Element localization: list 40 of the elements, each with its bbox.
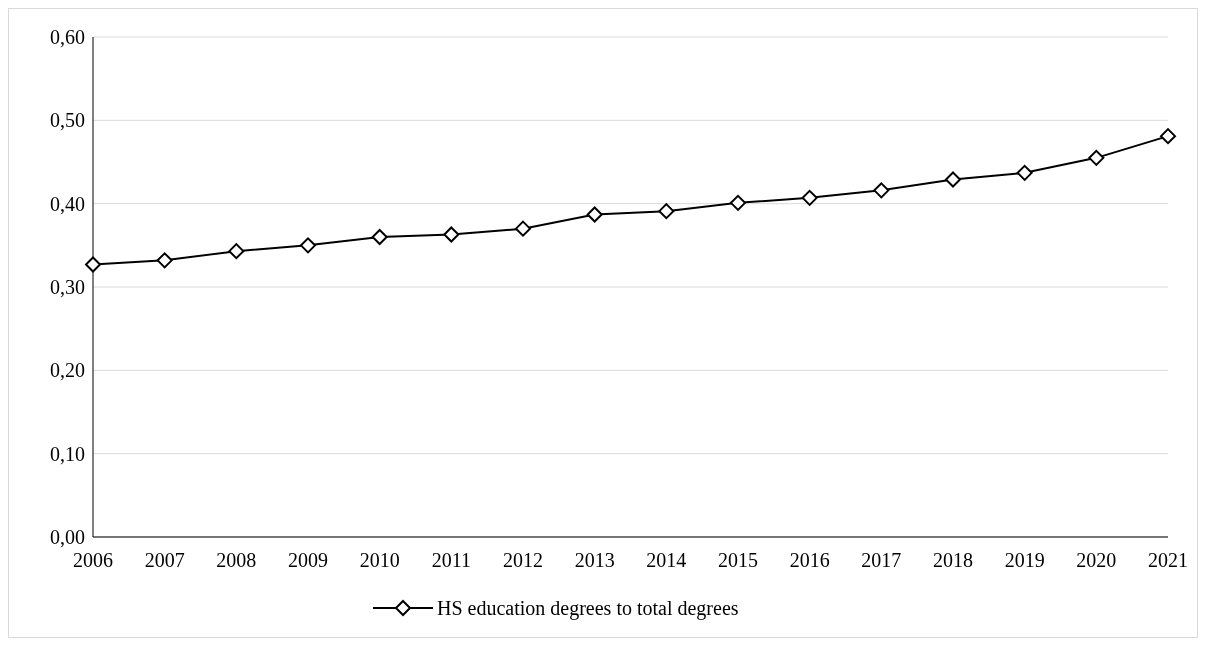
x-tick-label: 2017 bbox=[861, 549, 902, 571]
legend-label: HS education degrees to total degrees bbox=[437, 597, 739, 620]
y-tick-label: 0,20 bbox=[50, 359, 85, 382]
y-tick-label: 0,10 bbox=[50, 442, 85, 465]
point bbox=[658, 203, 675, 220]
y-tick-label: 0,40 bbox=[50, 192, 85, 215]
x-tick-label: 2016 bbox=[789, 549, 830, 571]
point bbox=[300, 237, 316, 254]
point bbox=[945, 171, 961, 188]
point bbox=[1016, 164, 1033, 181]
y-tick-label: 0,30 bbox=[50, 276, 85, 298]
x-tick-label: 2009 bbox=[288, 549, 328, 571]
point bbox=[1160, 128, 1176, 145]
y-tick-label: 0,60 bbox=[50, 26, 85, 48]
point bbox=[371, 229, 388, 245]
x-tick-label: 2014 bbox=[646, 549, 687, 571]
point bbox=[730, 194, 746, 211]
x-tick-label: 2006 bbox=[73, 549, 113, 571]
x-tick-label: 2019 bbox=[1004, 549, 1045, 571]
x-tick-label: 2018 bbox=[933, 549, 973, 571]
point bbox=[873, 182, 890, 199]
point bbox=[801, 189, 818, 206]
x-tick-label: 2008 bbox=[216, 549, 257, 571]
point bbox=[1088, 149, 1105, 166]
x-tick-label: 2011 bbox=[431, 549, 471, 571]
x-tick-label: 2012 bbox=[503, 549, 543, 571]
y-tick-label: 0,00 bbox=[50, 526, 85, 548]
y-tick-label: 0,50 bbox=[50, 109, 85, 132]
x-tick-label: 2010 bbox=[359, 549, 400, 571]
x-tick-label: 2013 bbox=[574, 549, 615, 571]
x-tick-label: 2020 bbox=[1076, 549, 1117, 571]
point bbox=[85, 256, 101, 273]
point bbox=[515, 220, 531, 237]
x-tick-label: 2015 bbox=[718, 549, 758, 571]
point bbox=[443, 226, 460, 243]
x-tick-label: 2021 bbox=[1148, 549, 1188, 571]
x-tick-label: 2007 bbox=[144, 549, 185, 571]
point bbox=[586, 206, 603, 223]
point bbox=[228, 243, 245, 260]
point bbox=[156, 252, 173, 269]
